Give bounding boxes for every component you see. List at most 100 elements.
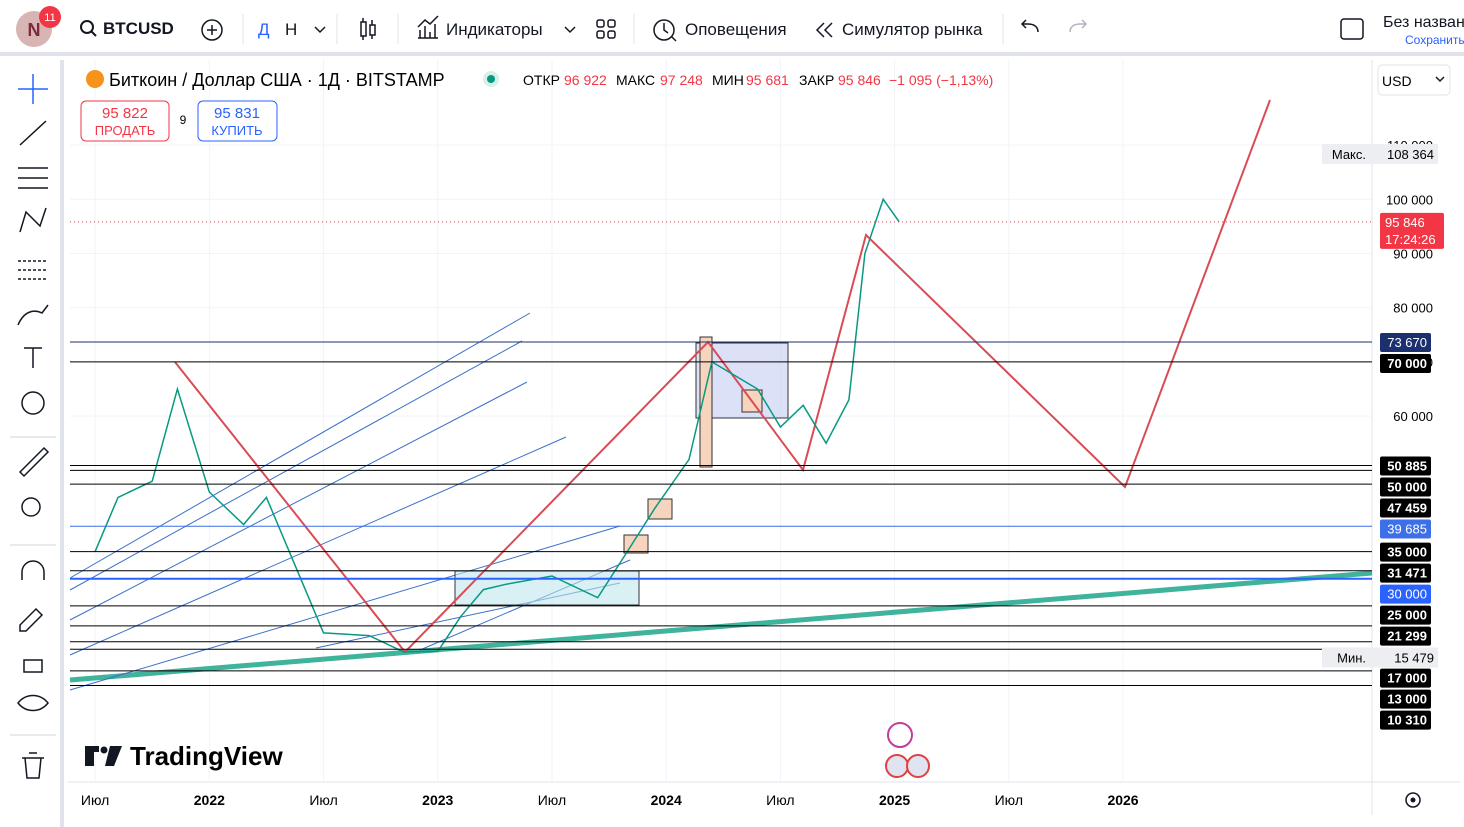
symbol[interactable]: BTCUSD <box>103 19 174 38</box>
search-icon-handle <box>90 30 97 37</box>
tradingview-logo-mark <box>85 746 122 766</box>
candle-box <box>699 336 713 468</box>
brush-tool[interactable] <box>17 304 49 326</box>
emoji-tool[interactable] <box>21 391 45 415</box>
chart: USD Биткоин / Доллар США · 1Д · BITSTAMP… <box>68 60 1460 815</box>
last-price-timer: 17:24:26 <box>1385 232 1436 247</box>
level-label: 35 000 <box>1387 545 1427 560</box>
lock-tool[interactable] <box>23 659 43 673</box>
x-tick-label: 2022 <box>194 792 225 808</box>
max-label-name: Макс. <box>1332 147 1366 162</box>
alerts[interactable]: Оповещения <box>685 20 787 39</box>
x-tick-label: 2026 <box>1107 792 1138 808</box>
level-label: 50 885 <box>1387 459 1427 474</box>
chart-style-icon[interactable] <box>360 18 376 40</box>
drawings <box>69 99 1373 691</box>
trash-tool[interactable] <box>22 752 44 779</box>
level-label: 13 000 <box>1387 692 1427 707</box>
interval-alt[interactable]: Н <box>285 20 298 39</box>
fib-tool[interactable] <box>18 167 48 189</box>
settings-gear[interactable] <box>1405 792 1421 808</box>
x-tick-label: 2025 <box>879 792 910 808</box>
event-icons[interactable] <box>885 722 930 778</box>
level-label-bg <box>1380 498 1431 518</box>
badge-count: 11 <box>44 12 55 24</box>
y-tick-label: 80 000 <box>1393 301 1433 316</box>
line-tool[interactable] <box>19 120 47 146</box>
buy-button[interactable] <box>197 100 278 142</box>
level-label: 50 000 <box>1387 480 1427 495</box>
crosshair-tool[interactable] <box>18 74 48 104</box>
level-label: 47 459 <box>1387 501 1427 516</box>
forecast-tool[interactable] <box>18 260 48 280</box>
sell-button[interactable] <box>80 100 170 142</box>
last-price-bg <box>1380 212 1444 249</box>
pattern-tool[interactable] <box>19 207 47 233</box>
sell-label: ПРОДАТЬ <box>95 123 156 138</box>
level-label-bg <box>1380 333 1431 353</box>
text-tool[interactable] <box>24 347 42 368</box>
currency-box[interactable] <box>1377 64 1451 96</box>
replay-icon[interactable] <box>815 22 833 38</box>
replay[interactable]: Симулятор рынка <box>842 20 983 39</box>
level-label-bg <box>1380 710 1431 730</box>
level-label: 25 000 <box>1387 608 1427 623</box>
currency-menu[interactable] <box>1435 76 1445 83</box>
level-label-bg <box>1380 354 1431 374</box>
x-tick-label: Июл <box>538 792 566 808</box>
level-label: 17 000 <box>1387 671 1427 686</box>
interval[interactable]: Д <box>258 20 270 39</box>
level-label: 30 000 <box>1387 587 1427 602</box>
layout-icon[interactable] <box>1340 18 1364 40</box>
y-tick-label: 100 000 <box>1386 192 1433 207</box>
channel-lines <box>69 312 631 691</box>
open: 96 922 <box>564 72 607 88</box>
level-label-bg <box>1380 542 1431 562</box>
x-tick-label: Июл <box>81 792 109 808</box>
indicators[interactable]: Индикаторы <box>446 20 543 39</box>
level-label-bg <box>1380 477 1431 497</box>
min-label-name: Мин. <box>1337 650 1366 665</box>
search-icon[interactable] <box>80 20 94 34</box>
redo[interactable] <box>1069 19 1088 33</box>
currency[interactable]: USD <box>1382 73 1412 89</box>
sell-price: 95 822 <box>102 105 148 122</box>
layouts-icon[interactable] <box>596 19 616 39</box>
drawing-toolbar <box>0 60 64 827</box>
level-label-bg <box>1380 689 1431 709</box>
x-tick-label: Июл <box>766 792 794 808</box>
price-line <box>94 197 900 653</box>
level-label: 70 000 <box>1387 356 1427 371</box>
ruler-tool[interactable] <box>18 446 50 478</box>
indicators-icon[interactable] <box>417 15 439 39</box>
level-label-bg <box>1380 584 1431 604</box>
layout-name[interactable]: Без назван <box>1383 14 1464 31</box>
high: 97 248 <box>660 72 703 88</box>
alerts-icon[interactable] <box>653 19 677 42</box>
badge <box>39 6 61 28</box>
open-label: ОТКР <box>523 72 560 88</box>
level-label-bg <box>1380 456 1431 476</box>
coin-icon <box>86 70 104 88</box>
min-label-value: 15 479 <box>1394 650 1434 665</box>
add-symbol[interactable] <box>201 19 223 41</box>
legend-title: Биткоин / Доллар США · 1Д · BITSTAMP <box>109 70 445 90</box>
save[interactable]: Сохранить <box>1405 33 1464 47</box>
low-label: МИН <box>712 72 744 88</box>
lock-drawings[interactable] <box>19 607 44 632</box>
level-label-bg <box>1380 519 1431 539</box>
add-symbol-plus <box>207 25 217 35</box>
visibility-tool[interactable] <box>17 694 49 712</box>
indicators-menu[interactable] <box>564 26 576 34</box>
undo[interactable] <box>1020 19 1039 33</box>
level-label: 21 299 <box>1387 629 1427 644</box>
level-label: 10 310 <box>1387 713 1427 728</box>
interval-menu[interactable] <box>314 26 326 34</box>
level-label-bg <box>1380 626 1431 646</box>
zoom-tool[interactable] <box>21 497 41 517</box>
magnet-tool[interactable] <box>21 560 45 580</box>
spread: 9 <box>180 113 187 127</box>
x-tick-label: 2024 <box>651 792 682 808</box>
avatar-letter: N <box>28 20 41 40</box>
